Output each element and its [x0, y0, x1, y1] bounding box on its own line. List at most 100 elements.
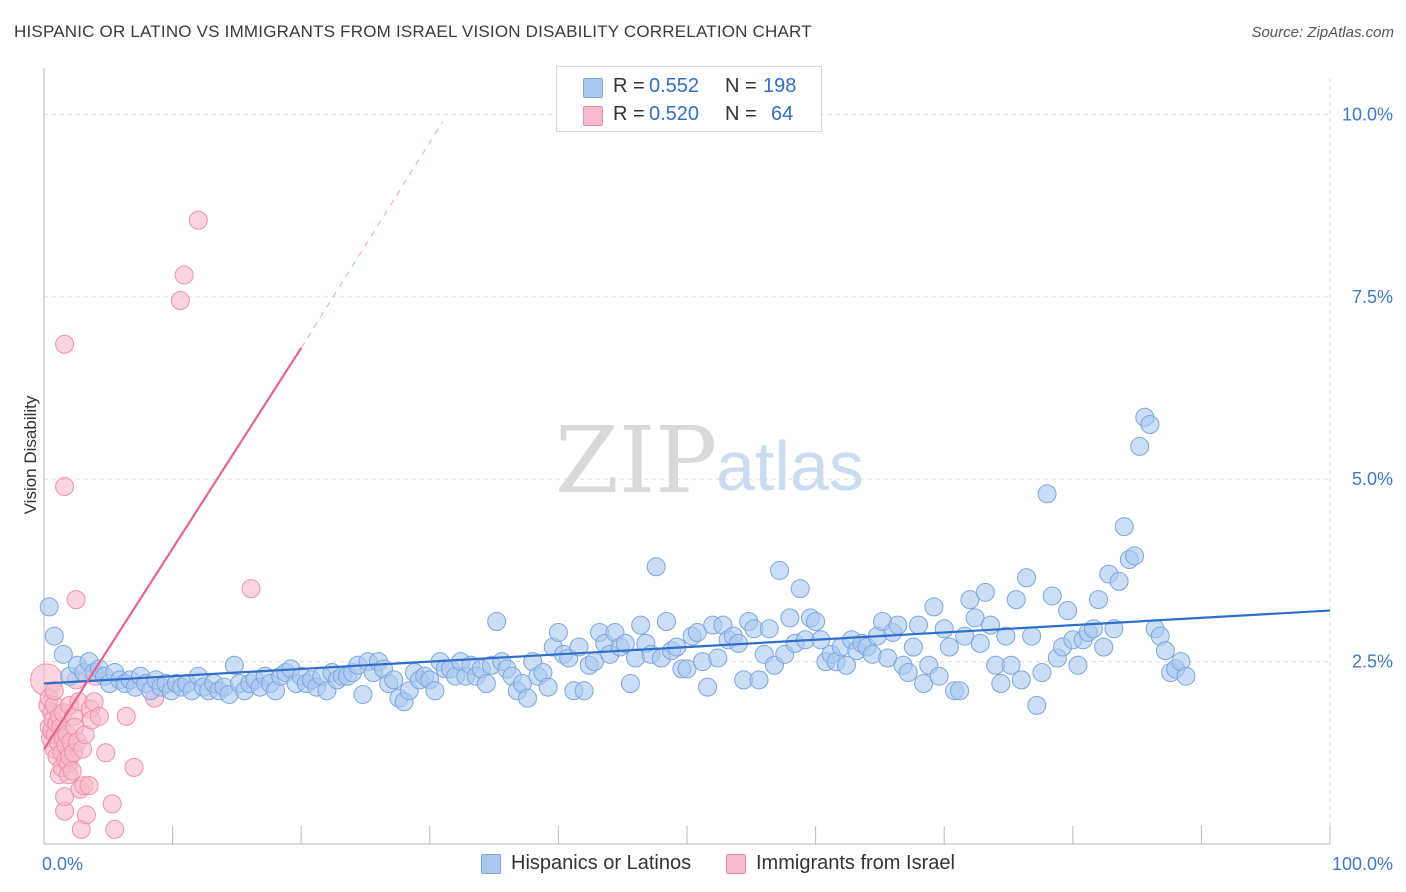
hispanic-point [631, 615, 651, 635]
israel-point [55, 477, 75, 497]
israel-point [105, 819, 125, 839]
hispanic-point [1109, 571, 1129, 591]
y-tick-label: 5.0% [1352, 469, 1393, 489]
hispanic-point [1089, 590, 1109, 610]
hispanic-point [965, 608, 985, 628]
hispanic-point [53, 644, 73, 664]
hispanic-point [1094, 637, 1114, 657]
watermark-zip: ZIP [555, 407, 717, 514]
legend-row-hispanics: R = 0.552 N = 198 [557, 73, 821, 101]
hispanic-point [929, 666, 949, 686]
hispanic-point [656, 611, 676, 631]
hispanic-point [39, 597, 59, 617]
hispanic-point [574, 681, 594, 701]
israel-point [102, 794, 122, 814]
hispanic-point [780, 608, 800, 628]
hispanic-point [476, 674, 496, 694]
israel-point [66, 590, 86, 610]
y-tick-label: 7.5% [1352, 287, 1393, 307]
israel-point [116, 706, 136, 726]
israel-trend-line [43, 347, 303, 750]
series-immigrants-from-israel [30, 210, 261, 839]
hispanic-point [934, 619, 954, 639]
israel-point [55, 787, 75, 807]
pink-swatch [583, 106, 603, 126]
israel-point [174, 265, 194, 285]
n-label: N = [725, 75, 757, 97]
legend-label: Immigrants from Israel [756, 852, 955, 874]
hispanic-point [1083, 619, 1103, 639]
hispanic-point [1037, 484, 1057, 504]
israel-point [188, 210, 208, 230]
hispanic-point [425, 681, 445, 701]
y-tick-label: 2.5% [1352, 652, 1393, 672]
n-value: 64 [771, 103, 794, 125]
hispanic-point [939, 637, 959, 657]
hispanic-point [898, 663, 918, 683]
hispanic-point [44, 626, 64, 646]
hispanic-point [1068, 655, 1088, 675]
legend-item-hispanics: Hispanics or Latinos [481, 852, 701, 876]
hispanic-point [538, 677, 558, 697]
hispanic-point [353, 684, 373, 704]
watermark-atlas: atlas [716, 427, 864, 505]
hispanic-point [1140, 415, 1160, 435]
hispanic-point [991, 674, 1011, 694]
blue-swatch [481, 854, 501, 874]
israel-point [44, 681, 64, 701]
tick-labels: 2.5% 5.0% 7.5% 10.0% 0.0% 100.0% [42, 104, 1393, 874]
hispanic-point [770, 560, 790, 580]
hispanic-point [692, 652, 712, 672]
hispanic-point [914, 674, 934, 694]
hispanic-point [836, 655, 856, 675]
hispanic-point [878, 648, 898, 668]
hispanic-point [615, 633, 635, 653]
r-label: R = [613, 75, 645, 97]
hispanic-point [1058, 601, 1078, 621]
r-value: 0.520 [649, 103, 700, 125]
y-axis-label: Vision Disability [21, 395, 40, 514]
hispanic-point [903, 637, 923, 657]
hispanic-point [569, 637, 589, 657]
n-label: N = [725, 103, 757, 125]
r-value: 0.552 [649, 75, 700, 97]
hispanic-point [487, 611, 507, 631]
hispanic-point [970, 633, 990, 653]
hispanic-point [384, 670, 404, 690]
trend-lines [43, 121, 1331, 750]
hispanic-point [1017, 568, 1037, 588]
hispanic-point [1042, 586, 1062, 606]
hispanic-point [749, 670, 769, 690]
hispanic-point [888, 615, 908, 635]
hispanic-point [759, 619, 779, 639]
hispanic-point [708, 648, 728, 668]
hispanic-point [1027, 695, 1047, 715]
hispanic-point [646, 557, 666, 577]
hispanic-point [996, 626, 1016, 646]
israel-point [170, 291, 190, 311]
r-label: R = [613, 103, 645, 125]
israel-point [62, 761, 82, 781]
israel-point [76, 805, 96, 825]
hispanic-point [960, 590, 980, 610]
n-value: 198 [763, 75, 797, 97]
hispanic-point [1130, 436, 1150, 456]
legend-row-israel: R = 0.520 N = 64 [557, 101, 821, 129]
x-tick-label-max: 100.0% [1332, 854, 1393, 874]
hispanic-point [806, 611, 826, 631]
x-tick-label-min: 0.0% [42, 854, 83, 874]
legend-label: Hispanics or Latinos [511, 852, 692, 874]
israel-point [124, 757, 144, 777]
hispanic-point [518, 688, 538, 708]
correlation-legend: R = 0.552 N = 198 R = 0.520 N = 64 [556, 66, 822, 132]
y-tick-label: 10.0% [1342, 104, 1393, 124]
hispanic-point [790, 579, 810, 599]
chart-title: HISPANIC OR LATINO VS IMMIGRANTS FROM IS… [14, 22, 812, 41]
israel-point [55, 334, 75, 354]
hispanic-point [548, 622, 568, 642]
hispanic-point [908, 615, 928, 635]
hispanic-point [1032, 663, 1052, 683]
israel-trend-extension [300, 121, 444, 349]
hispanic-trend-line [43, 609, 1331, 685]
